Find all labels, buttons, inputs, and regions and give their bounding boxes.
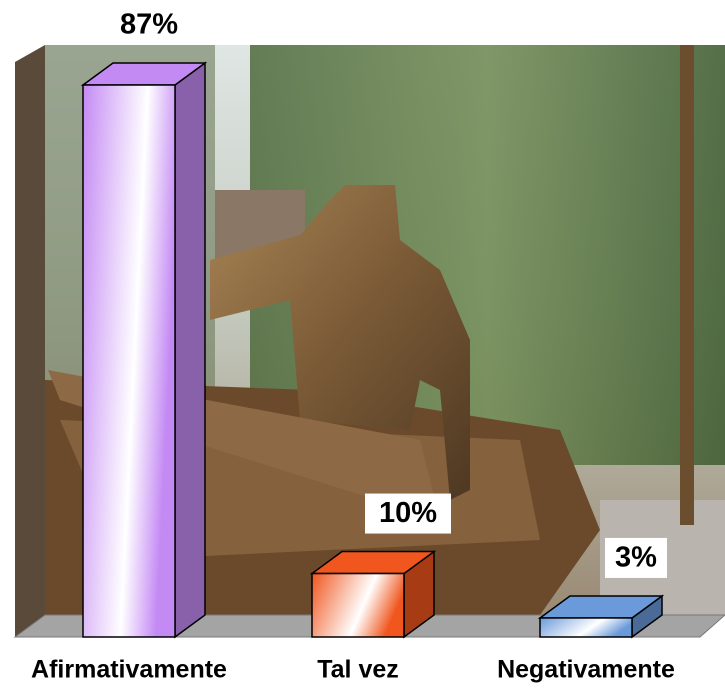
value-label: 10% <box>379 497 437 529</box>
bar <box>311 572 405 638</box>
bar-side-shade <box>404 551 434 637</box>
left-wall <box>15 45 45 637</box>
value-label-box <box>365 493 451 534</box>
x-tick-label: Tal vez <box>317 656 399 684</box>
bar-side-shade <box>632 595 662 637</box>
x-tick-label: Negativamente <box>497 656 675 684</box>
value-label-box <box>605 537 667 578</box>
bar-side-shade <box>175 63 205 637</box>
value-label-box <box>106 5 192 45</box>
bar <box>82 84 176 638</box>
value-label: 87% <box>120 9 178 41</box>
x-tick-label: Afirmativamente <box>31 656 227 684</box>
value-label: 3% <box>615 542 657 574</box>
bar <box>539 617 633 638</box>
